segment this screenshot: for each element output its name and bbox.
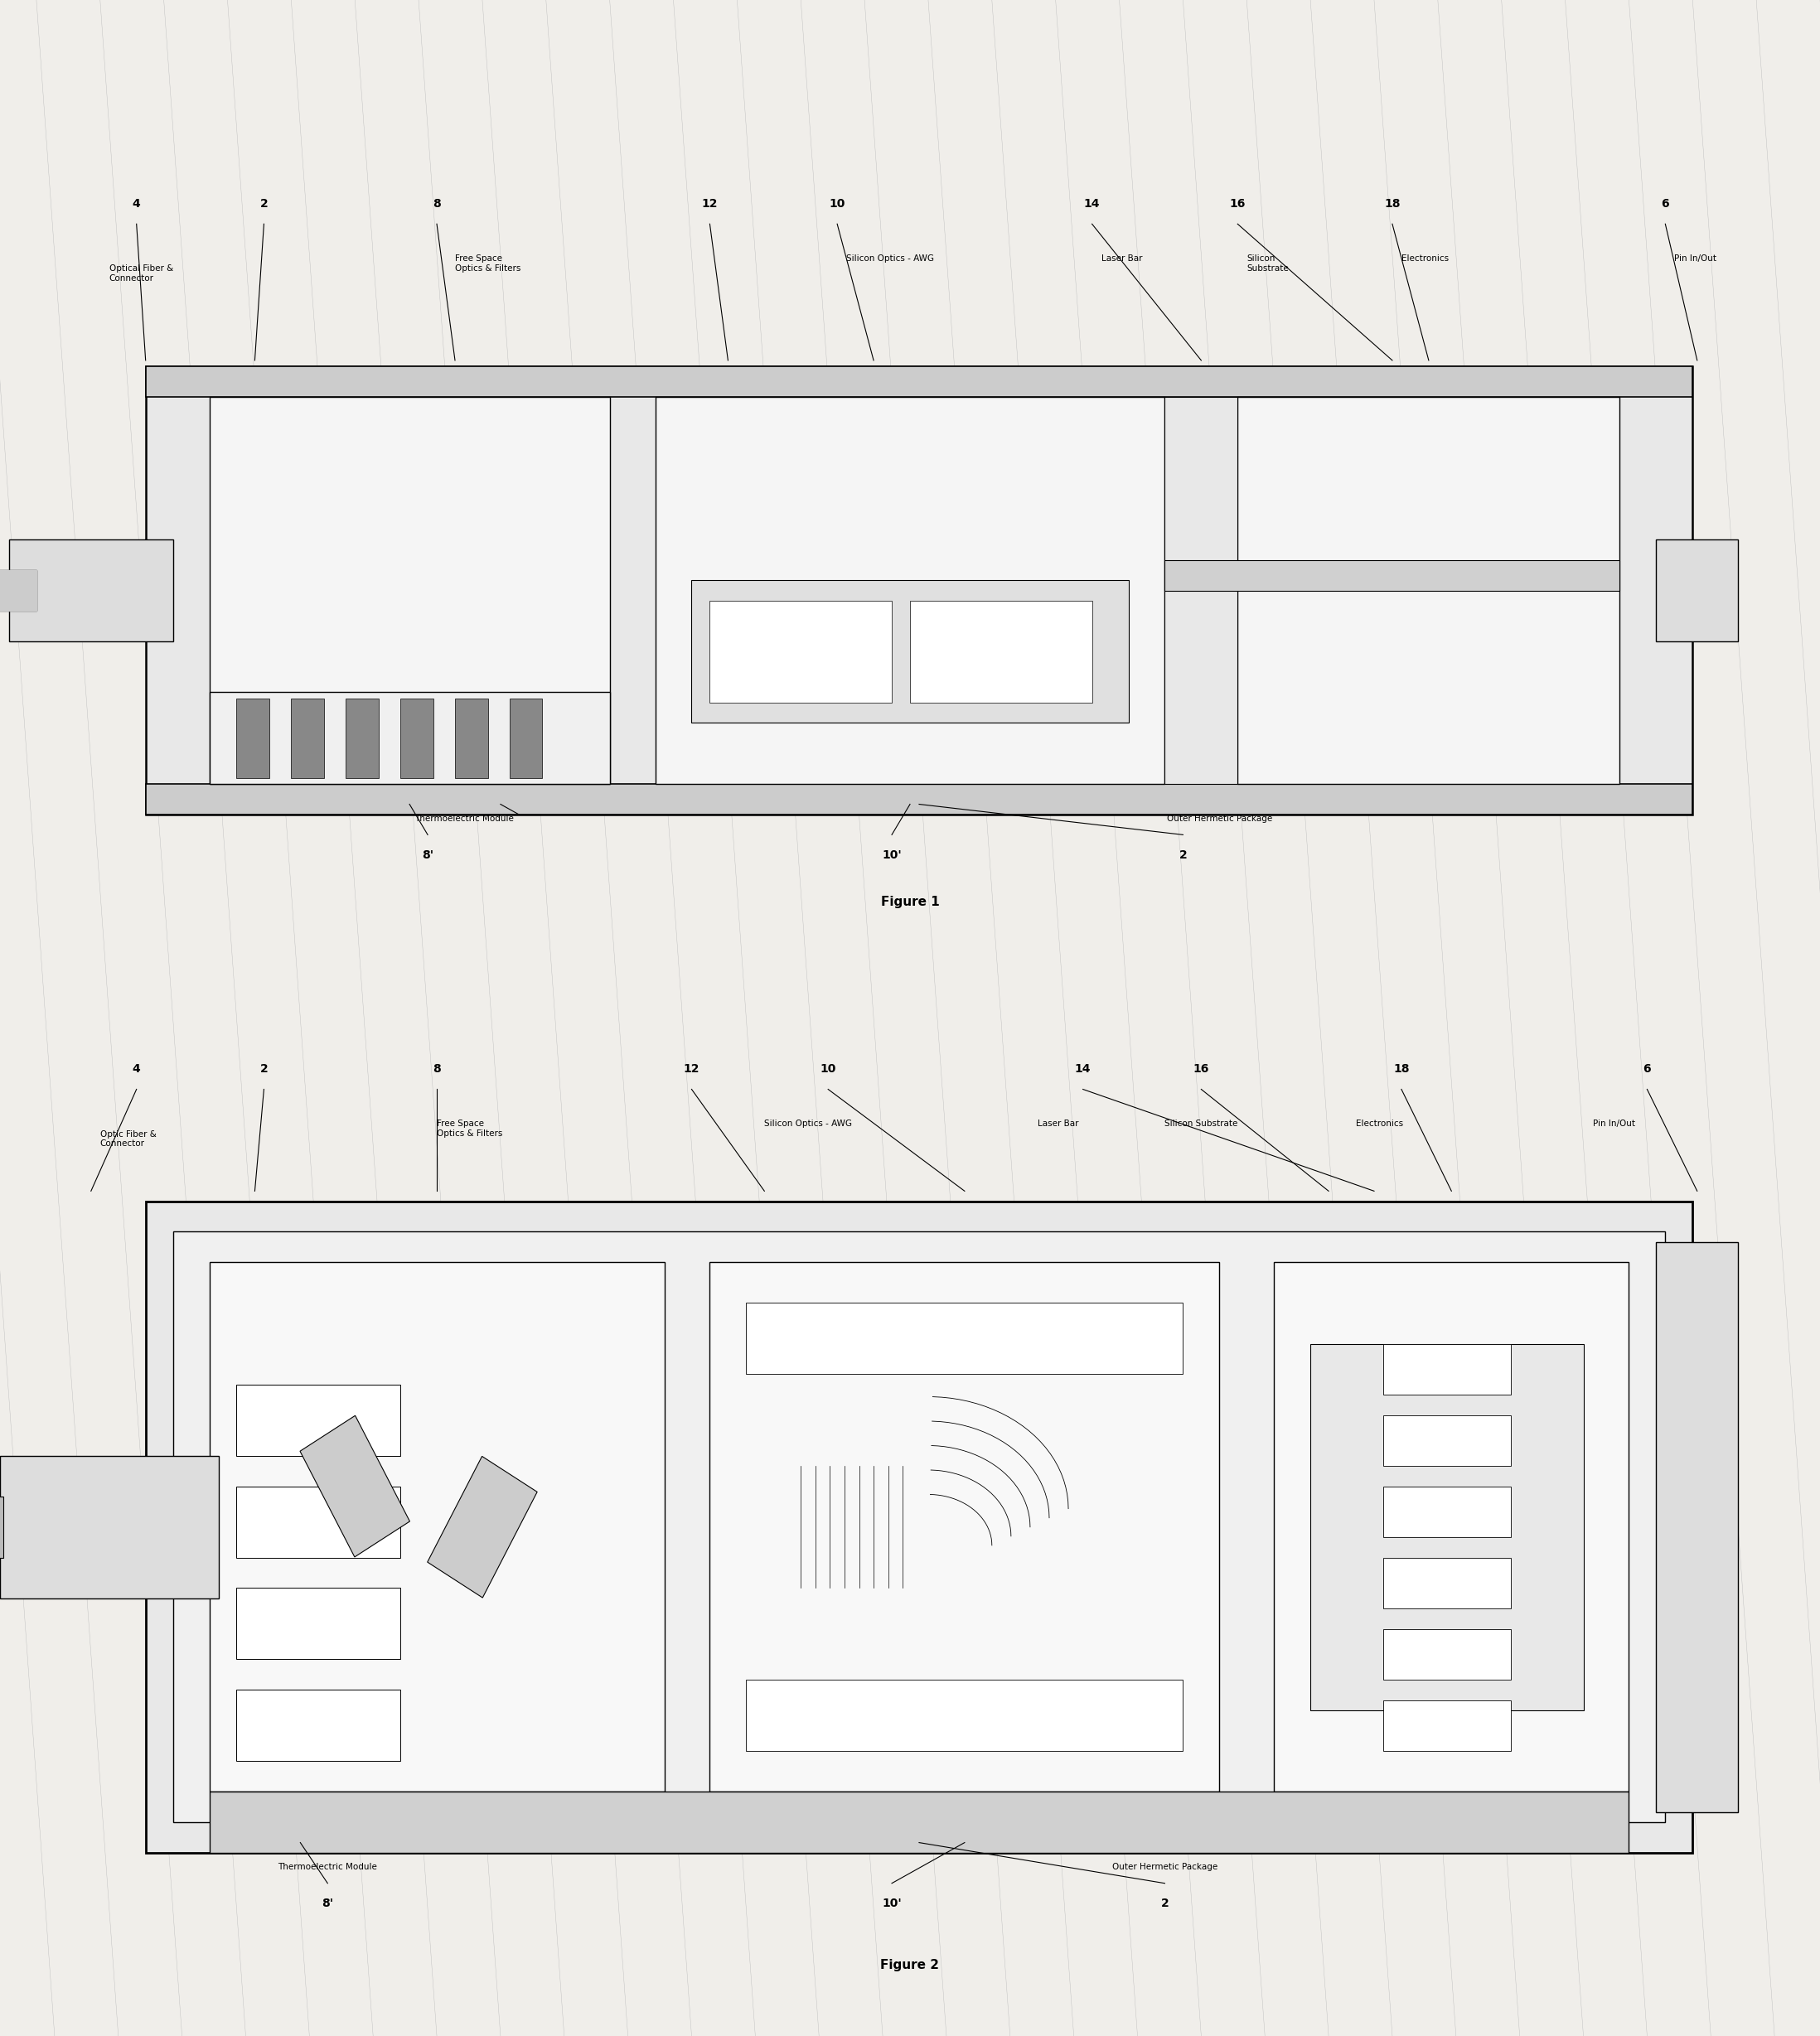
Text: 6: 6	[1662, 197, 1669, 210]
Bar	[455, 698, 488, 778]
Bar	[1310, 1344, 1583, 1710]
Text: Optic Fiber &
Connector: Optic Fiber & Connector	[100, 1130, 157, 1148]
Bar	[0, 570, 36, 611]
Text: 10': 10'	[883, 1898, 901, 1910]
Bar	[237, 1384, 400, 1456]
Bar	[910, 601, 1092, 702]
Bar	[209, 1262, 664, 1792]
Bar	[209, 1792, 1629, 1853]
Text: Pin In/Out: Pin In/Out	[1674, 254, 1716, 263]
Text: 8: 8	[433, 197, 440, 210]
Text: Outer Hermetic Package: Outer Hermetic Package	[1112, 1863, 1218, 1871]
Text: 2: 2	[1179, 849, 1187, 861]
Text: Free Space
Optics & Filters: Free Space Optics & Filters	[437, 1120, 502, 1138]
Text: Laser Bar: Laser Bar	[1037, 1120, 1079, 1128]
Text: 12: 12	[684, 1063, 699, 1075]
Text: 4: 4	[133, 197, 140, 210]
Bar	[237, 1486, 400, 1558]
Text: 2: 2	[1161, 1898, 1168, 1910]
Text: Optical Fiber &
Connector: Optical Fiber & Connector	[109, 265, 173, 283]
Bar	[1656, 540, 1738, 641]
Text: Free Space
Optics & Filters: Free Space Optics & Filters	[455, 254, 521, 273]
Bar	[237, 698, 269, 778]
Text: 8': 8'	[422, 849, 433, 861]
Bar	[237, 1690, 400, 1761]
Text: 6: 6	[1643, 1063, 1651, 1075]
Bar	[1165, 397, 1238, 784]
Text: 18: 18	[1394, 1063, 1409, 1075]
Bar	[291, 698, 324, 778]
Bar	[1274, 1262, 1629, 1792]
Polygon shape	[428, 1456, 537, 1598]
Text: Silicon Optics - AWG: Silicon Optics - AWG	[846, 254, 934, 263]
Bar	[9, 540, 173, 641]
Bar	[1383, 1415, 1511, 1466]
Bar	[710, 1262, 1219, 1792]
Polygon shape	[0, 570, 36, 611]
Text: 14: 14	[1076, 1063, 1090, 1075]
Text: 8': 8'	[322, 1898, 333, 1910]
Bar	[146, 366, 1693, 814]
Bar	[209, 692, 610, 784]
Text: Silicon Optics - AWG: Silicon Optics - AWG	[764, 1120, 852, 1128]
Bar	[1656, 1242, 1738, 1812]
Text: 16: 16	[1230, 197, 1245, 210]
Text: 16: 16	[1194, 1063, 1208, 1075]
Bar	[1383, 1558, 1511, 1608]
Text: Silicon Substrate: Silicon Substrate	[1165, 1120, 1238, 1128]
Bar	[173, 1232, 1665, 1822]
Bar	[209, 397, 610, 784]
Bar	[237, 1588, 400, 1659]
Text: 2: 2	[260, 1063, 268, 1075]
Bar	[655, 397, 1165, 784]
Bar	[510, 698, 542, 778]
Bar	[146, 366, 1693, 397]
Bar	[1165, 560, 1620, 590]
Bar	[146, 1201, 1693, 1853]
Text: 2: 2	[260, 197, 268, 210]
Text: 4: 4	[133, 1063, 140, 1075]
Bar	[146, 784, 1693, 814]
Text: Figure 1: Figure 1	[881, 896, 939, 908]
Text: Electronics: Electronics	[1401, 254, 1449, 263]
Bar	[0, 1496, 4, 1558]
Bar	[400, 698, 433, 778]
Text: 10: 10	[830, 197, 844, 210]
Text: Silicon
Substrate: Silicon Substrate	[1247, 254, 1289, 273]
Text: 18: 18	[1385, 197, 1400, 210]
Text: Thermoelectric Module: Thermoelectric Module	[278, 1863, 377, 1871]
Text: Laser Bar: Laser Bar	[1101, 254, 1143, 263]
Text: Pin In/Out: Pin In/Out	[1592, 1120, 1634, 1128]
Text: Outer Hermetic Package: Outer Hermetic Package	[1167, 814, 1272, 823]
Text: Figure 2: Figure 2	[881, 1959, 939, 1971]
Bar	[346, 698, 379, 778]
Text: 8: 8	[433, 1063, 440, 1075]
Bar	[1383, 1629, 1511, 1680]
Text: 12: 12	[703, 197, 717, 210]
Text: 10': 10'	[883, 849, 901, 861]
Bar	[746, 1680, 1183, 1751]
Bar	[1238, 397, 1620, 784]
Bar	[1383, 1344, 1511, 1395]
Bar	[710, 601, 892, 702]
Text: Electronics: Electronics	[1356, 1120, 1403, 1128]
Polygon shape	[300, 1415, 410, 1558]
Bar	[0, 1456, 218, 1598]
Bar	[692, 580, 1128, 723]
Text: 10: 10	[821, 1063, 835, 1075]
Text: Thermoelectric Module: Thermoelectric Module	[415, 814, 513, 823]
Text: 14: 14	[1085, 197, 1099, 210]
Bar	[746, 1303, 1183, 1374]
Bar	[1383, 1700, 1511, 1751]
Bar	[1383, 1486, 1511, 1537]
